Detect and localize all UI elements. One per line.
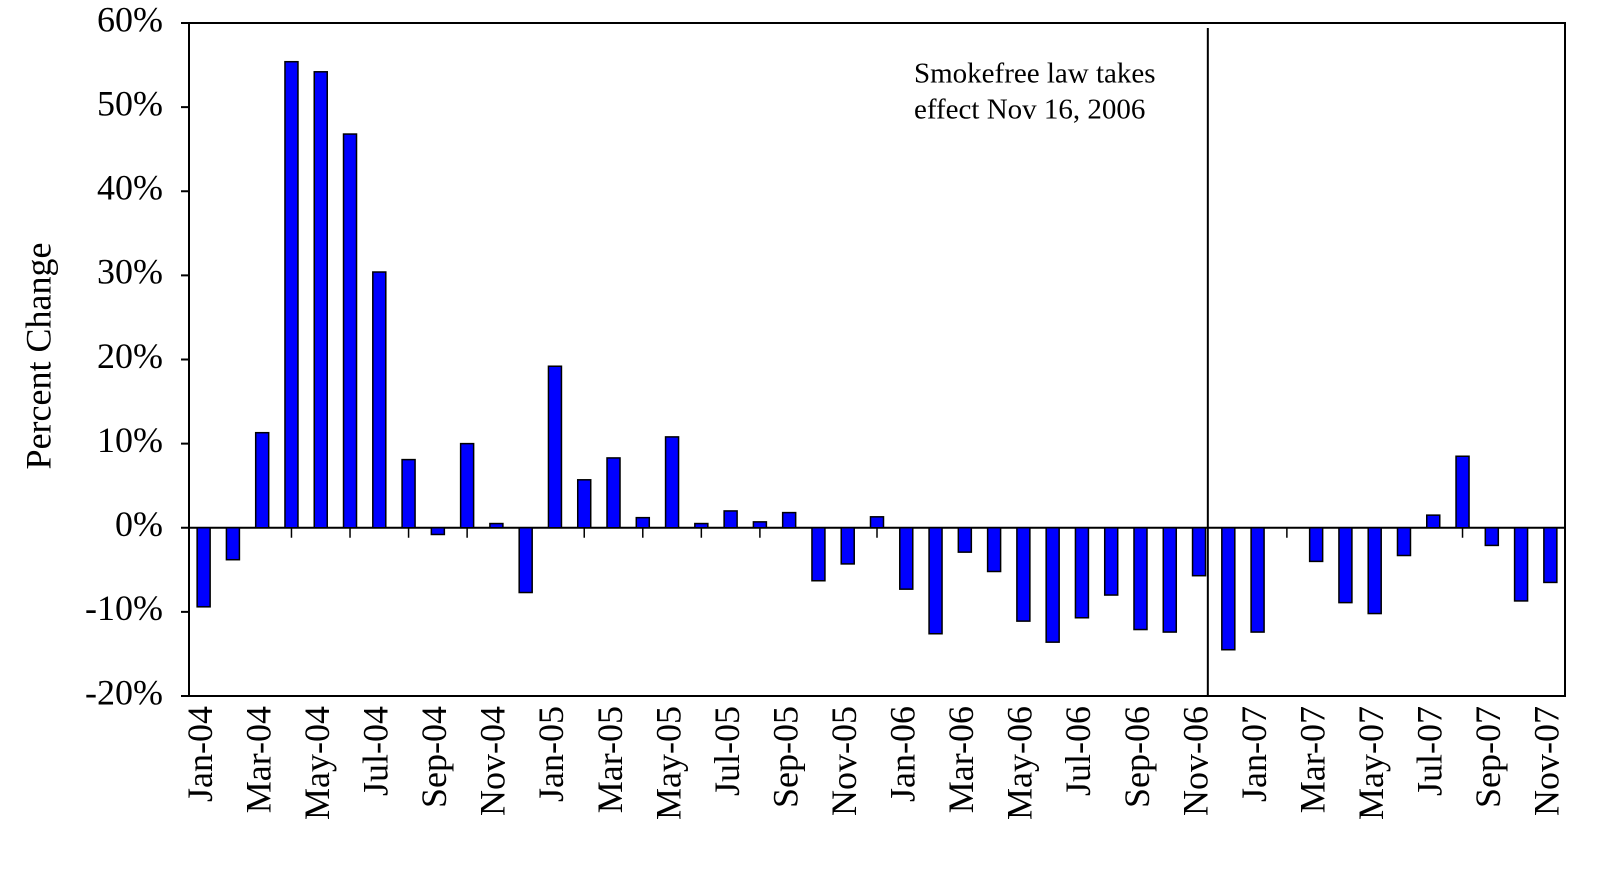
bar: [1367, 527, 1382, 615]
bar: [430, 527, 446, 536]
bar: [899, 527, 914, 590]
bar: [1133, 527, 1148, 631]
bar: [694, 522, 709, 529]
x-tick-label: Sep-06: [1117, 706, 1157, 808]
bar: [986, 527, 1002, 573]
bar: [1250, 527, 1265, 633]
bar: [372, 271, 387, 529]
bar: [576, 479, 592, 529]
bar: [1426, 514, 1441, 529]
y-tick-label: -20%: [85, 672, 163, 712]
plot-frame: [188, 22, 1566, 697]
bar: [1484, 527, 1500, 547]
x-tick-label: Mar-04: [238, 706, 278, 813]
bar: [723, 510, 738, 529]
bar: [547, 365, 563, 529]
x-tick-label: Jan-04: [180, 706, 220, 802]
x-tick-label: Nov-07: [1527, 706, 1567, 816]
bar: [1455, 455, 1470, 529]
x-tick-label: May-06: [1000, 706, 1040, 820]
bar: [1396, 527, 1412, 557]
x-tick-label: May-07: [1351, 706, 1391, 820]
bar: [606, 457, 621, 529]
x-tick-label: Nov-06: [1175, 706, 1215, 816]
x-tick-label: Nov-05: [824, 706, 864, 816]
x-tick-label: Mar-05: [590, 706, 630, 813]
bar: [518, 527, 533, 594]
bar: [313, 71, 328, 529]
bar: [1016, 527, 1031, 622]
bar: [342, 133, 358, 529]
y-tick-label: 10%: [97, 420, 163, 460]
y-tick-label: 50%: [97, 83, 163, 123]
x-tick-label: Mar-07: [1292, 706, 1332, 813]
x-tick-label: Jul-04: [356, 706, 396, 796]
bar: [1191, 527, 1207, 577]
bar: [664, 436, 680, 529]
bar: [869, 516, 885, 529]
bar: [1221, 527, 1236, 651]
bar: [635, 516, 651, 529]
x-tick-label: May-04: [297, 706, 337, 820]
bar: [840, 527, 855, 565]
x-tick-label: Jan-06: [883, 706, 923, 802]
bar: [781, 511, 797, 529]
bar: [1338, 527, 1353, 604]
bar: [196, 527, 211, 608]
bar: [1045, 527, 1060, 643]
bar: [489, 522, 504, 529]
bar: [928, 527, 943, 635]
bar: [811, 527, 826, 582]
x-tick-label: Jul-05: [707, 706, 747, 796]
bar: [1103, 527, 1119, 596]
x-tick-label: Jan-05: [531, 706, 571, 802]
bar: [752, 521, 768, 529]
bar: [459, 442, 475, 529]
bar: [225, 527, 241, 561]
y-axis-title: Percent Change: [18, 243, 58, 470]
x-tick-label: Mar-06: [941, 706, 981, 813]
bar: [1543, 527, 1558, 584]
bar: [957, 527, 973, 553]
x-tick-label: Sep-05: [765, 706, 805, 808]
y-tick-label: 0%: [115, 504, 163, 544]
bar: [1513, 527, 1529, 602]
y-tick-label: 40%: [97, 168, 163, 208]
x-tick-label: Jul-06: [1058, 706, 1098, 796]
x-tick-label: Sep-04: [414, 706, 454, 808]
y-tick-label: 60%: [97, 0, 163, 39]
y-tick-label: -10%: [85, 588, 163, 628]
bar: [401, 458, 416, 529]
x-tick-label: Sep-07: [1468, 706, 1508, 808]
bar: [254, 431, 270, 529]
y-tick-label: 20%: [97, 336, 163, 376]
bar: [284, 60, 299, 529]
x-tick-label: May-05: [648, 706, 688, 820]
annotation: Smokefree law takes: [914, 58, 1156, 90]
x-tick-label: Nov-04: [473, 706, 513, 816]
y-tick-label: 30%: [97, 252, 163, 292]
bar: [1308, 527, 1324, 563]
bar: [1162, 527, 1178, 633]
x-tick-label: Jul-07: [1410, 706, 1450, 796]
annotation: effect Nov 16, 2006: [914, 94, 1145, 126]
bar: [1074, 527, 1090, 619]
x-tick-label: Jan-07: [1234, 706, 1274, 802]
